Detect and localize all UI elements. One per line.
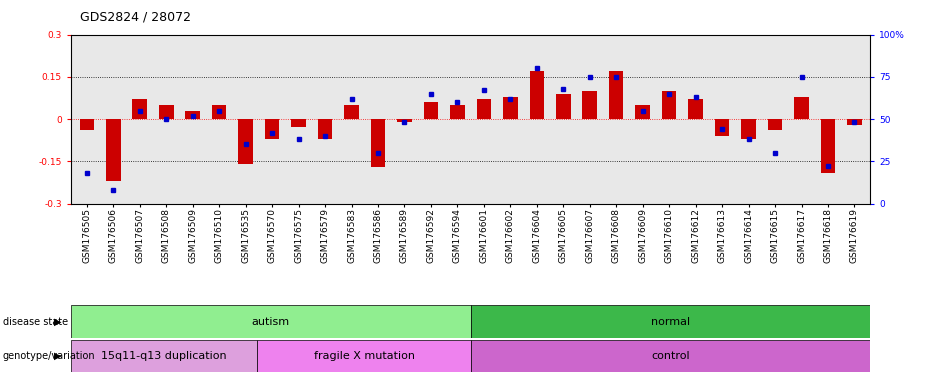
Bar (238, 119, 253, 164)
Bar (795, 96, 809, 119)
Bar (821, 119, 835, 172)
Bar (344, 105, 359, 119)
Bar (636, 105, 650, 119)
Text: ▶: ▶ (54, 316, 61, 327)
Bar (397, 119, 412, 122)
Bar (132, 99, 147, 119)
Bar (503, 96, 517, 119)
Bar (424, 102, 438, 119)
Text: fragile X mutation: fragile X mutation (313, 351, 414, 361)
Bar (71, 305, 470, 338)
Text: control: control (651, 351, 690, 361)
Bar (848, 119, 862, 125)
Bar (662, 91, 676, 119)
Bar (257, 340, 470, 372)
Bar (106, 119, 120, 181)
Bar (470, 340, 870, 372)
Bar (556, 94, 570, 119)
Bar (715, 119, 729, 136)
Bar (583, 91, 597, 119)
Bar (71, 340, 257, 372)
Bar (450, 105, 464, 119)
Text: ▶: ▶ (54, 351, 61, 361)
Text: GDS2824 / 28072: GDS2824 / 28072 (80, 10, 191, 23)
Bar (212, 105, 226, 119)
Bar (689, 99, 703, 119)
Bar (79, 119, 94, 130)
Bar (265, 119, 279, 139)
Text: autism: autism (252, 316, 289, 327)
Bar (318, 119, 332, 139)
Text: normal: normal (651, 316, 690, 327)
Text: 15q11-q13 duplication: 15q11-q13 duplication (101, 351, 227, 361)
Bar (609, 71, 623, 119)
Bar (185, 111, 200, 119)
Bar (742, 119, 756, 139)
Text: disease state: disease state (3, 316, 68, 327)
Bar (159, 105, 173, 119)
Bar (477, 99, 491, 119)
Bar (371, 119, 385, 167)
Bar (291, 119, 306, 127)
Text: genotype/variation: genotype/variation (3, 351, 96, 361)
Bar (530, 71, 544, 119)
Bar (768, 119, 782, 130)
Bar (470, 305, 870, 338)
